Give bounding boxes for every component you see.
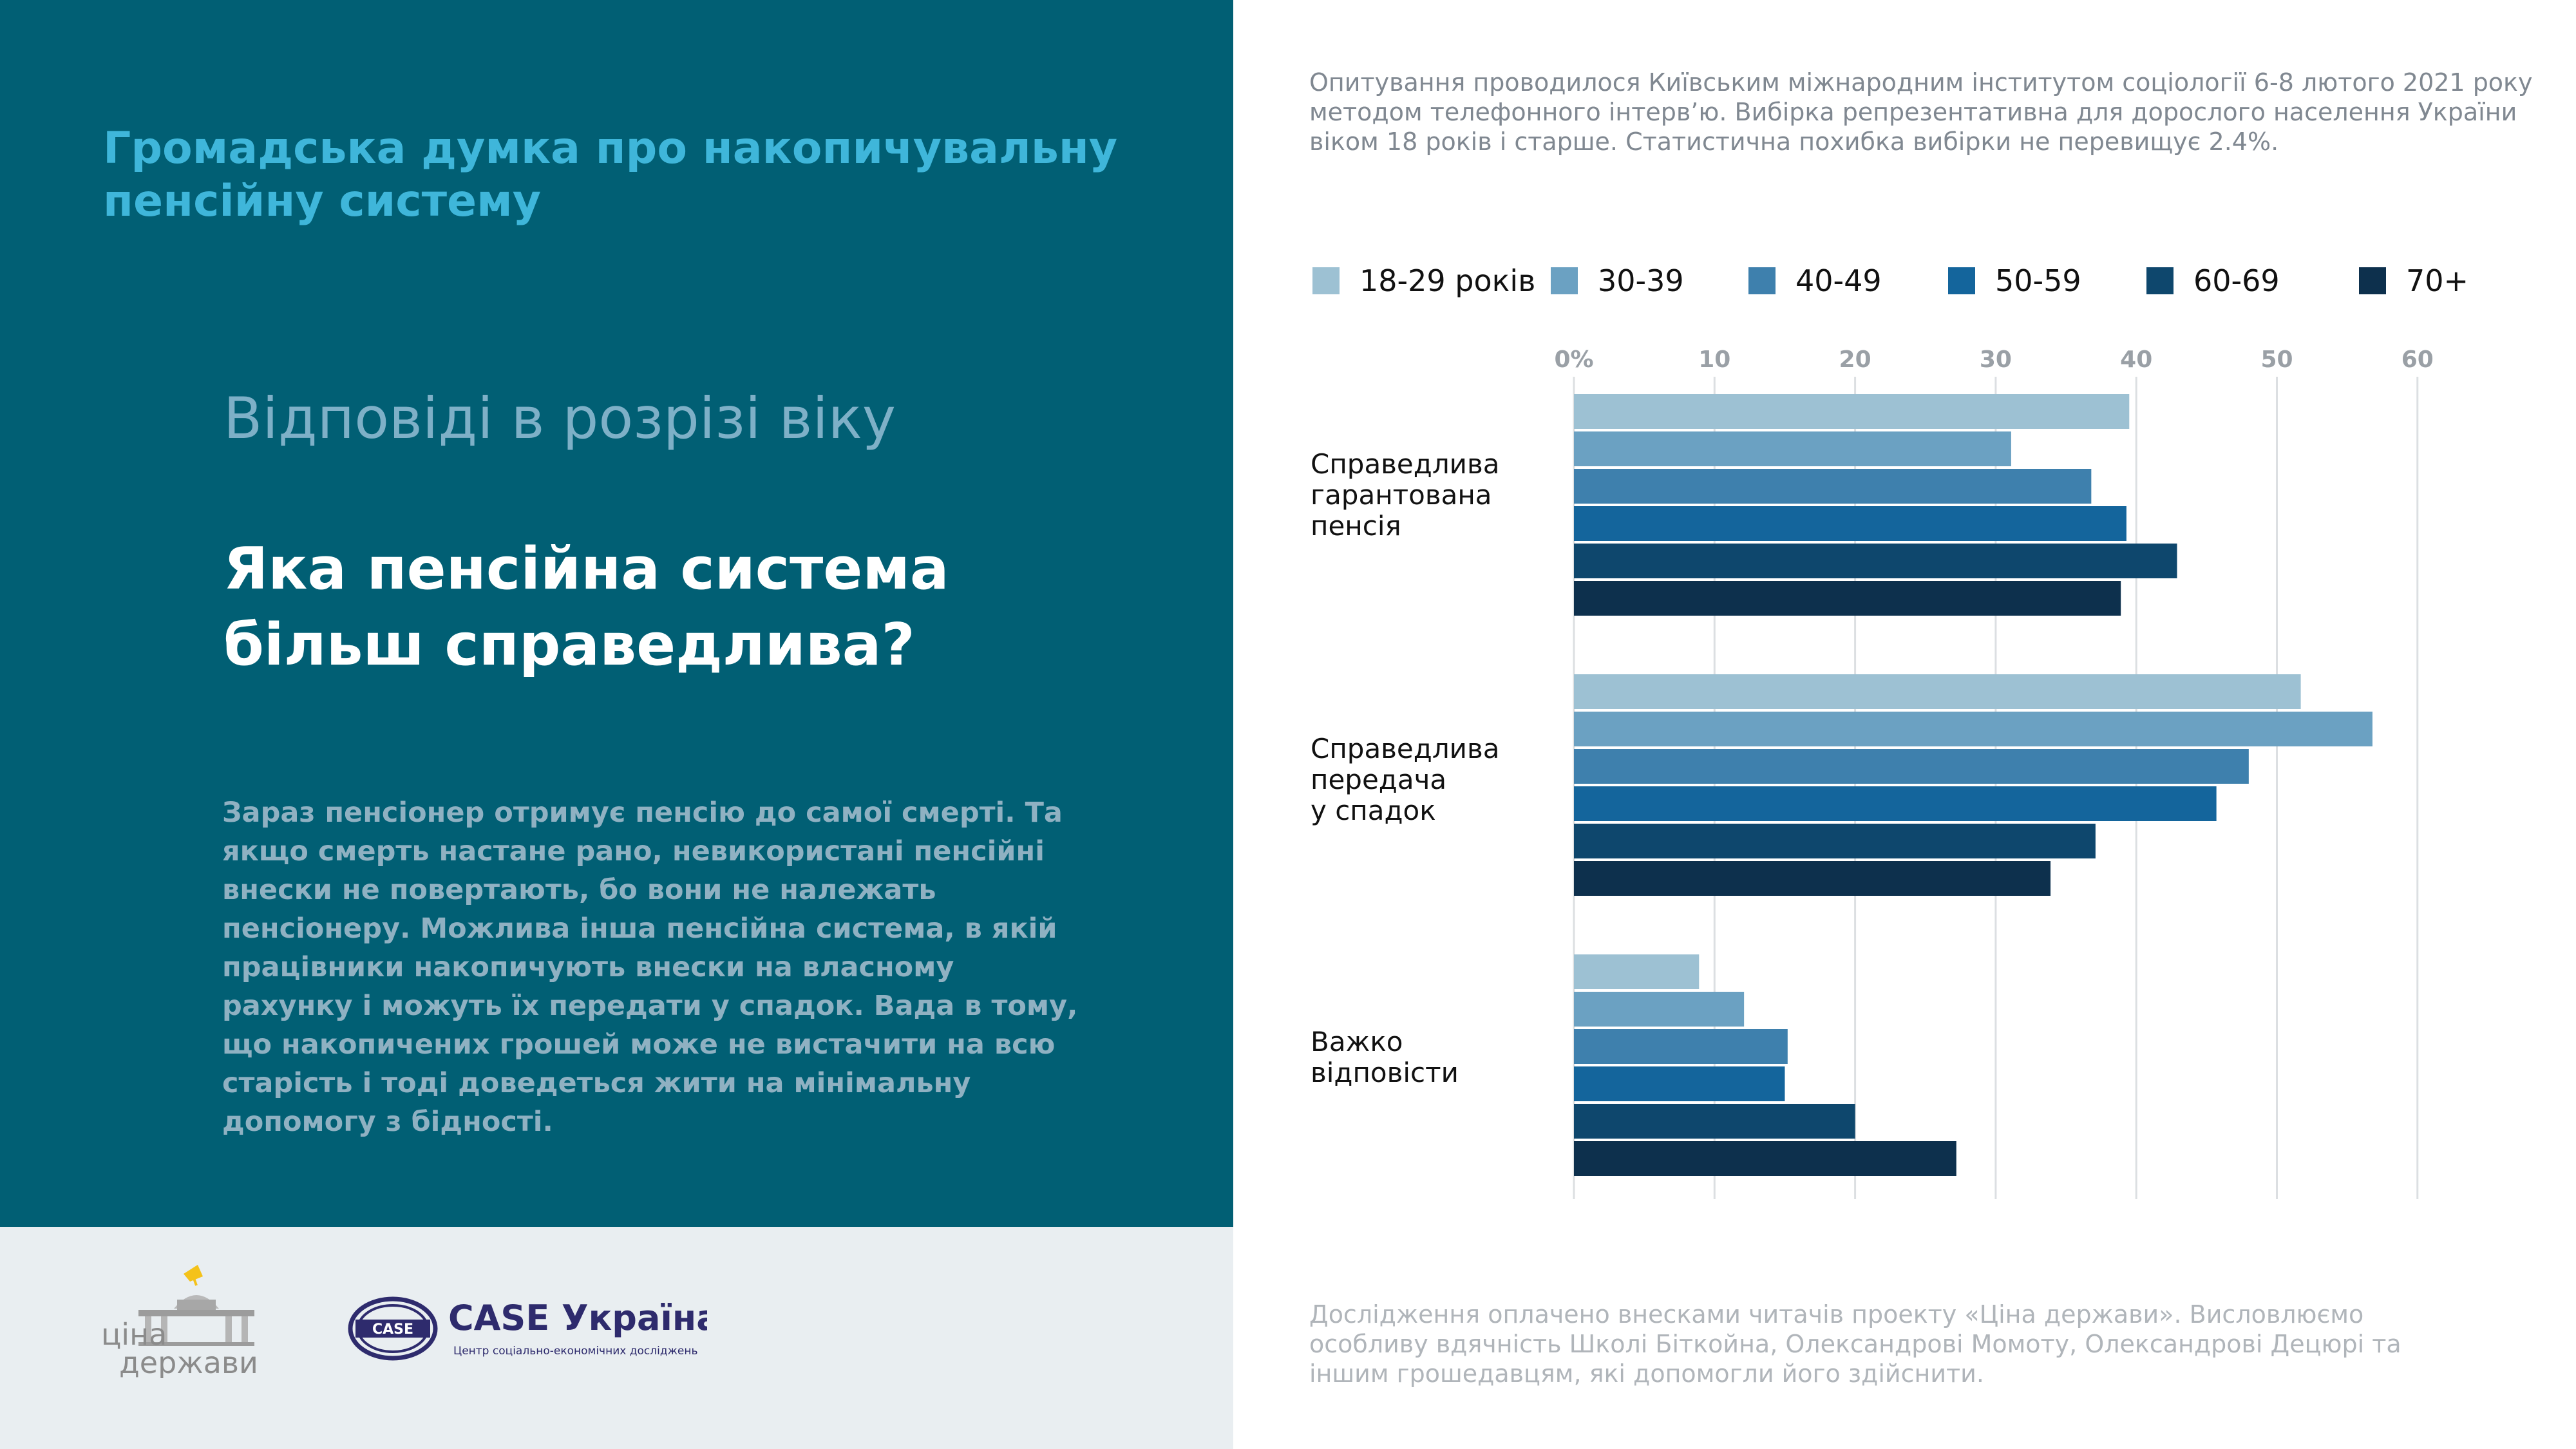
x-tick-label: 50 xyxy=(2260,346,2293,373)
legend-label: 50-59 xyxy=(1995,263,2081,298)
left-panel: Громадська думка про накопичувальну пенс… xyxy=(0,0,1233,1227)
case-emblem-text: CASE xyxy=(372,1321,413,1338)
page-title: Громадська думка про накопичувальну пенс… xyxy=(103,123,1118,227)
section-subtitle: Відповіді в розрізі віку xyxy=(223,385,896,451)
bar xyxy=(1574,861,2051,896)
legend-swatch xyxy=(1312,267,1340,294)
bar xyxy=(1574,1066,1785,1101)
x-tick-label: 40 xyxy=(2120,346,2152,373)
category-label: пенсія xyxy=(1311,510,1401,542)
chart-legend: 18-29 років 30-39 40-49 50-59 60-69 70+ xyxy=(1312,261,2536,299)
survey-method-note: Опитування проводилося Київським міжнаро… xyxy=(1309,68,2533,156)
cina-logo-word-2: держави xyxy=(119,1345,258,1378)
category-label: Справедлива xyxy=(1311,448,1499,480)
cina-derzhavy-logo: ціна держави xyxy=(101,1265,258,1378)
category-label: Справедлива xyxy=(1311,733,1499,764)
funding-footnote: Дослідження оплачено внесками читачів пр… xyxy=(1309,1300,2401,1388)
legend-label: 18-29 років xyxy=(1359,263,1536,298)
bar xyxy=(1574,786,2217,821)
x-tick-label: 20 xyxy=(1839,346,1871,373)
bar xyxy=(1574,469,2092,504)
building-icon xyxy=(138,1265,254,1346)
bar xyxy=(1574,581,2121,616)
category-label: передача xyxy=(1311,764,1446,795)
legend-swatch xyxy=(1551,267,1578,294)
category-label: відповісти xyxy=(1311,1057,1459,1088)
bar xyxy=(1574,824,2096,858)
question-line-1: Яка пенсійна система xyxy=(223,535,949,603)
bar xyxy=(1574,712,2372,746)
legend-label: 70+ xyxy=(2406,263,2469,298)
x-tick-label: 30 xyxy=(1980,346,2012,373)
legend-label: 40-49 xyxy=(1795,263,1882,298)
x-tick-label: 60 xyxy=(2401,346,2434,373)
logo-band xyxy=(0,1227,1233,1449)
category-label: гарантована xyxy=(1311,479,1492,511)
legend-swatch xyxy=(2359,267,2386,294)
legend-swatch xyxy=(1948,267,1975,294)
category-label: Важко xyxy=(1311,1026,1403,1057)
legend-swatch xyxy=(2146,267,2174,294)
category-label: у спадок xyxy=(1311,795,1436,826)
bar xyxy=(1574,394,2130,429)
case-logo-name: CASE Україна xyxy=(448,1298,707,1338)
x-tick-label: 0% xyxy=(1554,346,1593,373)
bar xyxy=(1574,506,2126,541)
question-description: Зараз пенсіонер отримує пенсію до самої … xyxy=(222,797,1078,1138)
bar xyxy=(1574,1141,1956,1176)
bar xyxy=(1574,431,2011,466)
bar xyxy=(1574,674,2301,709)
bar xyxy=(1574,1104,1855,1139)
case-emblem-icon: CASE xyxy=(348,1296,438,1361)
bar xyxy=(1574,749,2249,784)
legend-label: 60-69 xyxy=(2193,263,2280,298)
cina-logo-word-1: ціна xyxy=(101,1317,167,1352)
bar xyxy=(1574,544,2177,578)
question-line-2: більш справедлива? xyxy=(223,611,915,679)
bar xyxy=(1574,954,1700,989)
bar xyxy=(1574,992,1745,1027)
legend-label: 30-39 xyxy=(1598,263,1684,298)
x-tick-label: 10 xyxy=(1698,346,1730,373)
case-logo-tagline: Центр соціально-економічних досліджень xyxy=(453,1345,697,1358)
case-ukraine-logo: CASE CASE Україна Центр соціально-економ… xyxy=(348,1296,707,1361)
legend-swatch xyxy=(1748,267,1776,294)
bar xyxy=(1574,1029,1788,1064)
survey-question: Яка пенсійна система більш справедлива? xyxy=(223,531,1189,683)
